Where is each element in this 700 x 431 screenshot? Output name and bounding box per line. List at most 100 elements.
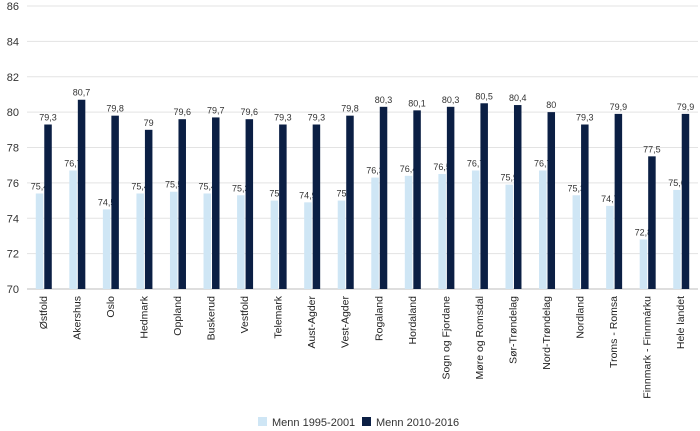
data-label: 79,3 xyxy=(274,113,292,123)
data-label: 75,3 xyxy=(568,183,586,193)
bar-2010-2016 xyxy=(648,156,656,289)
data-label: 79 xyxy=(144,118,154,128)
data-label: 76,7 xyxy=(534,158,552,168)
data-label: 79,3 xyxy=(39,113,57,123)
legend: Menn 1995-2001 Menn 2010-2016 xyxy=(258,417,459,429)
category-label: Hordaland xyxy=(407,296,419,345)
gridlines xyxy=(27,5,698,290)
bar-1995-2001 xyxy=(136,193,144,289)
data-label: 79,6 xyxy=(241,107,259,117)
data-label: 80,5 xyxy=(475,91,493,101)
category-label: Troms - Romsa xyxy=(608,296,620,368)
data-label: 79,8 xyxy=(341,104,359,114)
bar-1995-2001 xyxy=(371,177,379,289)
category-label: Vestfold xyxy=(239,296,251,334)
y-tick-label: 76 xyxy=(7,178,19,190)
data-label: 75,9 xyxy=(500,173,518,183)
data-label: 74,5 xyxy=(98,197,116,207)
category-label: Akershus xyxy=(71,296,83,340)
data-label: 75,4 xyxy=(199,181,217,191)
y-tick-label: 78 xyxy=(7,143,19,155)
bar-2010-2016 xyxy=(312,124,321,289)
bar-2010-2016 xyxy=(178,119,186,289)
bar-2010-2016 xyxy=(77,99,86,290)
bar-1995-2001 xyxy=(337,200,346,289)
y-tick-label: 70 xyxy=(7,284,19,296)
bar-2010-2016 xyxy=(279,124,287,289)
x-axis: Østfold Akershus Oslo Hedmark Oppland Buskeru… xyxy=(38,295,687,398)
bar-2010-2016 xyxy=(614,113,623,289)
data-label: 79,9 xyxy=(610,102,628,112)
data-label: 76,4 xyxy=(400,164,418,174)
bar-1995-2001 xyxy=(606,205,614,289)
y-tick-label: 84 xyxy=(7,36,19,48)
bar-2010-2016 xyxy=(144,129,153,289)
bar-2010-2016 xyxy=(379,106,388,289)
bar-1995-2001 xyxy=(169,191,178,289)
y-tick-label: 86 xyxy=(7,1,19,13)
bar-1995-2001 xyxy=(539,170,547,289)
data-label: 80,3 xyxy=(442,95,460,105)
bar-1995-2001 xyxy=(639,239,648,289)
category-label: Hele landet xyxy=(675,296,687,349)
data-label: 80,3 xyxy=(375,95,393,105)
data-label: 79,9 xyxy=(677,102,695,112)
bar-1995-2001 xyxy=(438,174,446,289)
bar-1995-2001 xyxy=(203,193,212,289)
bar-2010-2016 xyxy=(413,110,421,289)
category-label: Sogn og Fjordane xyxy=(440,296,452,380)
data-label: 75,3 xyxy=(232,183,250,193)
data-label: 79,8 xyxy=(106,104,124,114)
legend-swatch-2010-2016 xyxy=(362,417,371,426)
data-label: 76,5 xyxy=(433,162,451,172)
data-label: 79,7 xyxy=(207,105,225,115)
bar-2010-2016 xyxy=(245,119,254,289)
data-label: 80 xyxy=(546,100,556,110)
data-label: 80,1 xyxy=(408,98,426,108)
category-label: Finnmark - Finnmárku xyxy=(642,296,654,399)
bar-1995-2001 xyxy=(304,202,312,289)
y-tick-label: 82 xyxy=(7,72,19,84)
data-label: 79,6 xyxy=(173,107,191,117)
bar-1995-2001 xyxy=(270,200,279,289)
data-label: 80,7 xyxy=(73,88,91,98)
category-label: Møre og Romsdal xyxy=(474,296,486,379)
bar-1995-2001 xyxy=(35,193,44,289)
data-label: 76,3 xyxy=(366,166,384,176)
data-label: 80,4 xyxy=(509,93,527,103)
bar-1995-2001 xyxy=(237,195,245,289)
data-label: 75,6 xyxy=(668,178,686,188)
data-label: 79,3 xyxy=(308,113,326,123)
bar-1995-2001 xyxy=(673,189,681,289)
bar-2010-2016 xyxy=(547,112,556,289)
bar-2010-2016 xyxy=(480,103,488,289)
bar-2010-2016 xyxy=(346,115,354,289)
data-label: 75,4 xyxy=(31,181,49,191)
category-label: Rogaland xyxy=(373,296,385,341)
y-tick-label: 80 xyxy=(7,107,19,119)
category-label: Nordland xyxy=(575,296,587,339)
data-label: 76,7 xyxy=(467,158,485,168)
data-label: 77,5 xyxy=(643,144,661,154)
data-label: 74,7 xyxy=(601,194,619,204)
category-label: Buskerud xyxy=(206,296,218,341)
legend-swatch-1995-2001 xyxy=(258,417,267,426)
category-label: Telemark xyxy=(273,295,285,338)
data-label: 75 xyxy=(336,189,346,199)
bar-1995-2001 xyxy=(471,170,480,289)
y-axis: 70 72 74 76 78 80 82 84 86 xyxy=(7,1,19,296)
bar-2010-2016 xyxy=(44,124,52,289)
y-tick-label: 74 xyxy=(7,213,19,225)
category-label: Hedmark xyxy=(138,295,150,338)
category-label: Oslo xyxy=(105,296,117,318)
category-label: Nord-Trøndelag xyxy=(541,296,553,370)
bar-1995-2001 xyxy=(404,175,413,289)
y-tick-label: 72 xyxy=(7,249,19,261)
bar-1995-2001 xyxy=(102,209,111,289)
category-label: Oppland xyxy=(172,296,184,336)
bars: 75,4 79,3 76,7 80,7 74,5 79,8 75,4 79 75,5 79,6 75… xyxy=(31,88,695,290)
bar-2010-2016 xyxy=(681,113,690,289)
bar-2010-2016 xyxy=(581,124,589,289)
data-label: 75,5 xyxy=(165,180,183,190)
